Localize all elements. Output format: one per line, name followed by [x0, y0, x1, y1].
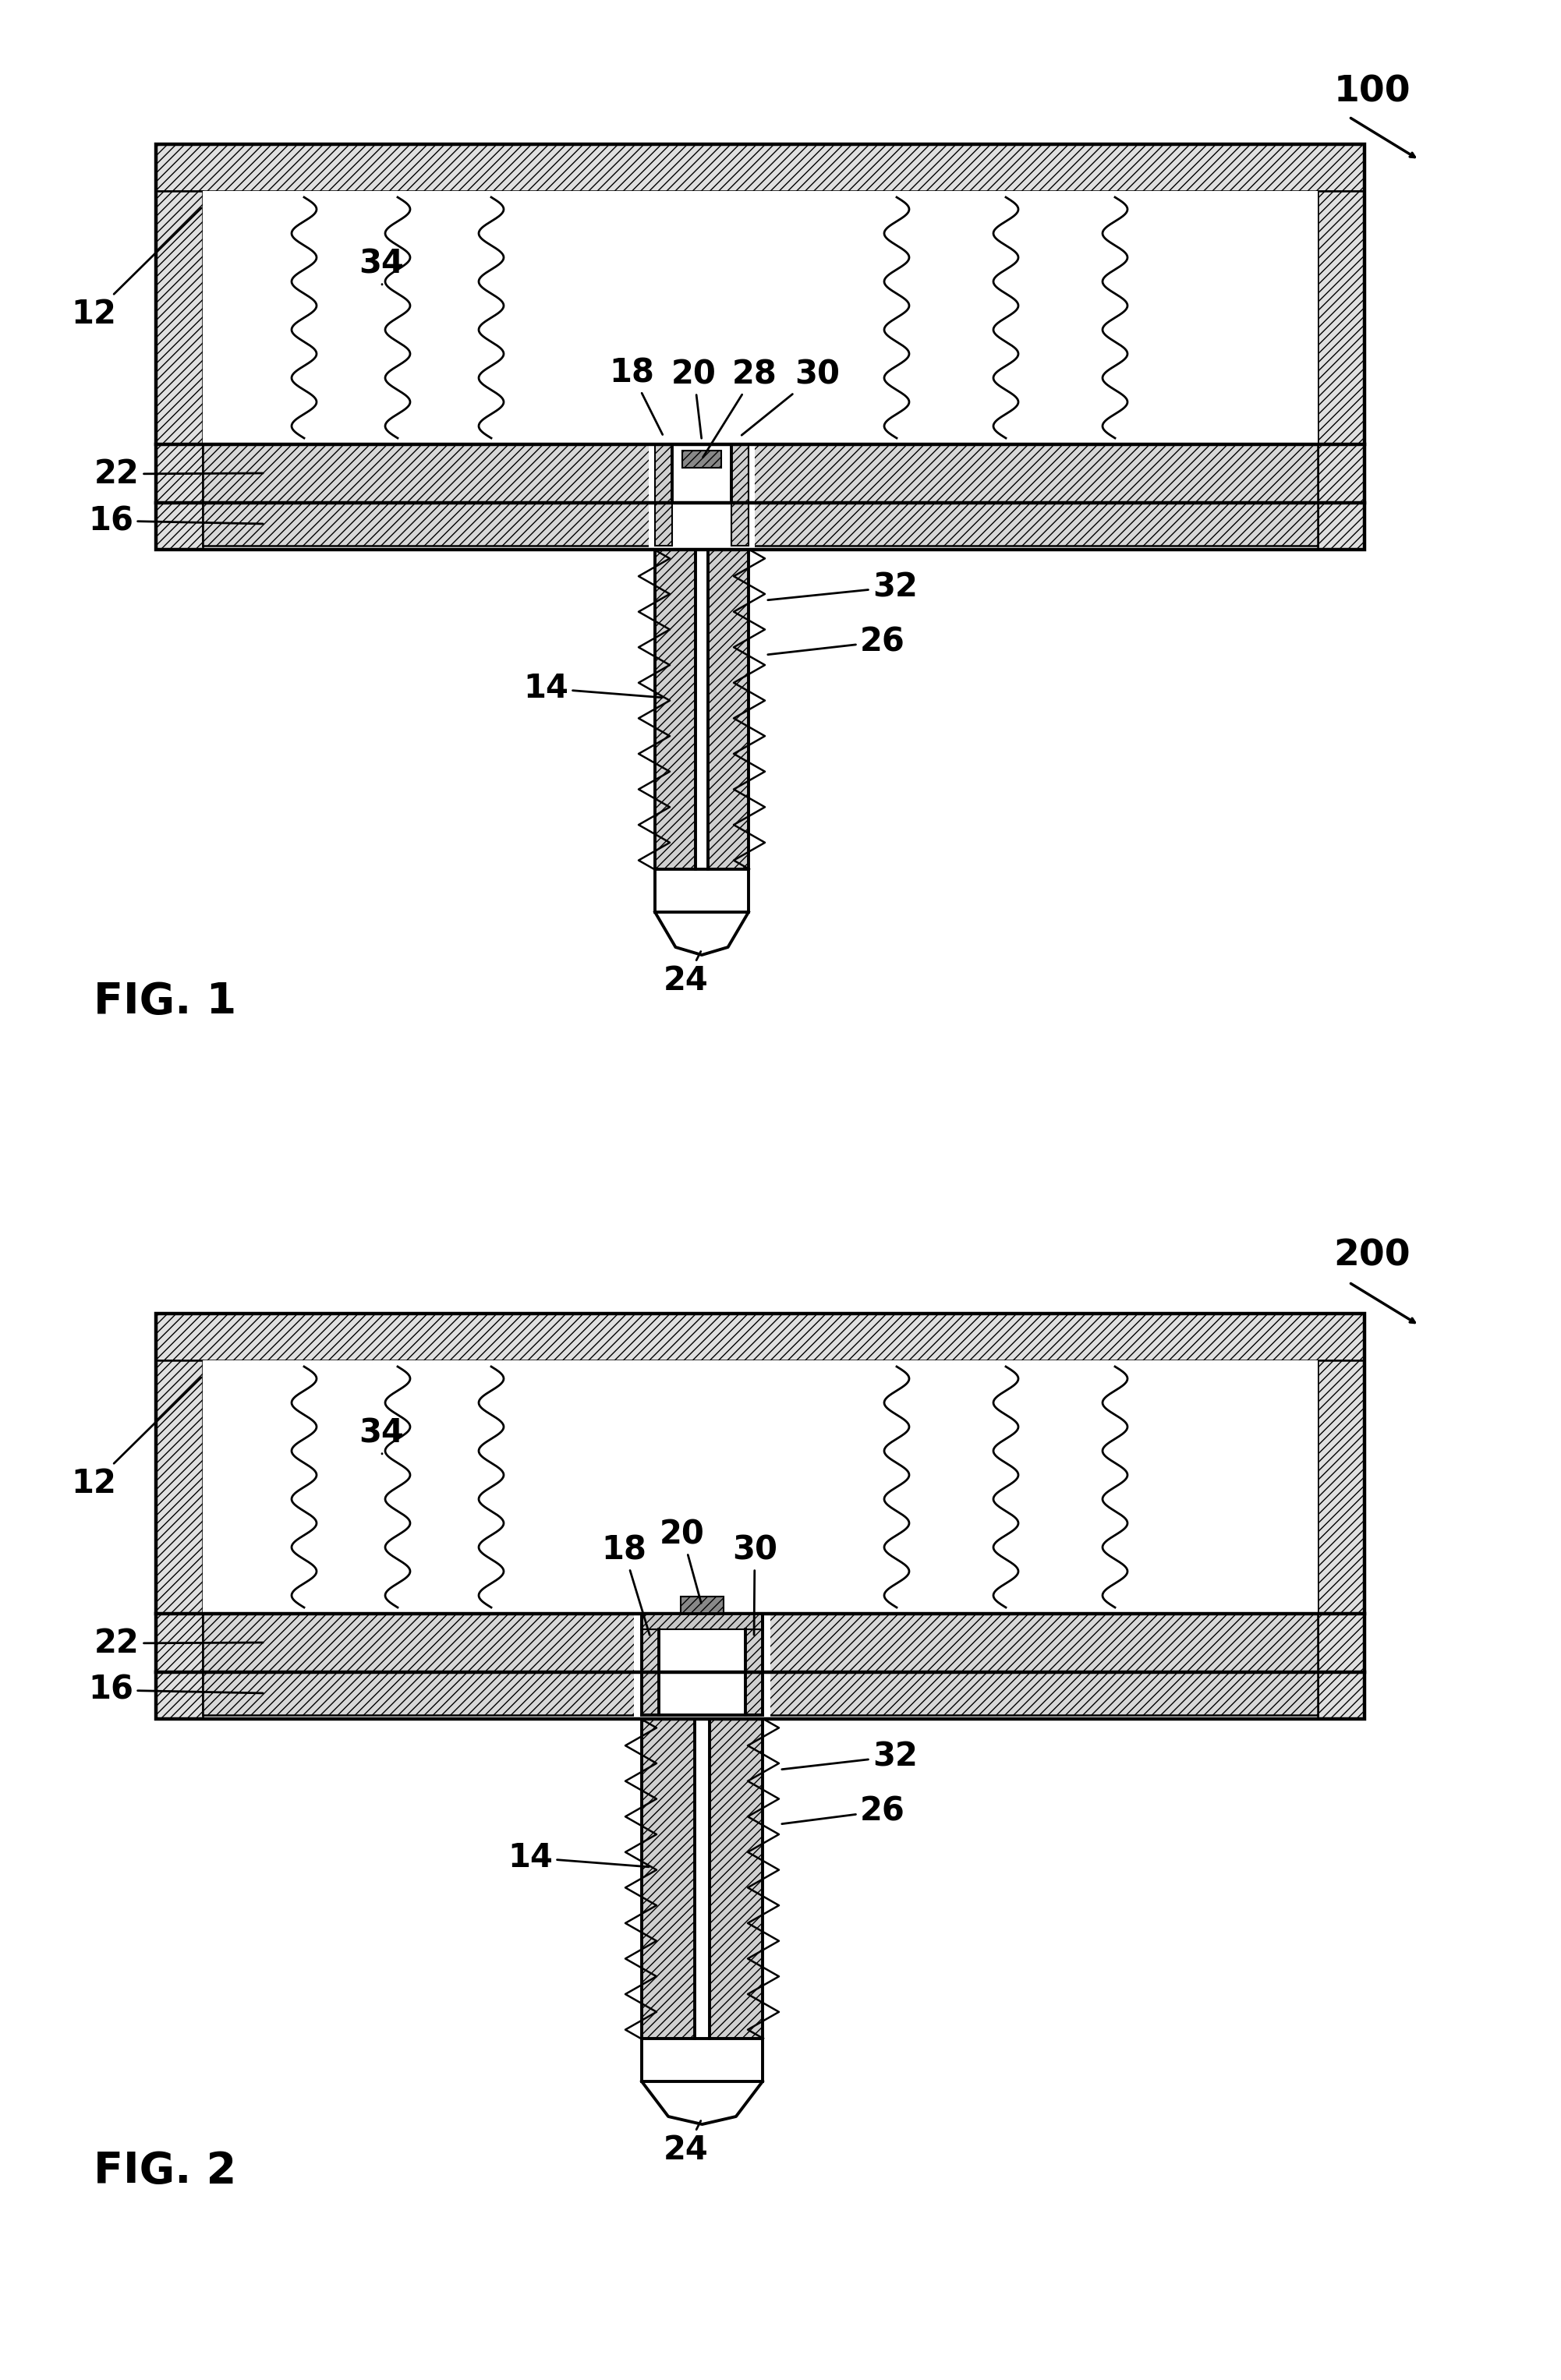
Bar [642, 1614, 763, 1630]
Bar [203, 1673, 1317, 1716]
Polygon shape [642, 2082, 763, 2125]
Bar [642, 2040, 763, 2082]
Text: FIG. 1: FIG. 1 [94, 981, 236, 1023]
Bar [673, 445, 732, 502]
Bar [156, 145, 1364, 190]
Bar [634, 1611, 771, 1716]
Bar [642, 1630, 659, 1716]
Text: 24: 24 [663, 2121, 709, 2166]
Bar [610, 1718, 793, 2092]
Text: 18: 18 [609, 357, 662, 436]
Text: FIG. 2: FIG. 2 [94, 2149, 236, 2192]
Bar [203, 1614, 1317, 1673]
Bar [642, 1718, 695, 2040]
Text: 34: 34 [359, 1416, 404, 1454]
Text: 30: 30 [732, 1533, 777, 1635]
Bar [732, 445, 749, 545]
Text: 26: 26 [768, 626, 905, 657]
Bar [656, 550, 709, 869]
Bar [682, 450, 721, 469]
Bar [746, 1630, 763, 1716]
Text: 16: 16 [87, 505, 262, 538]
Text: 18: 18 [601, 1533, 649, 1635]
Text: 22: 22 [95, 1628, 262, 1659]
Bar [156, 190, 203, 550]
Bar [156, 1314, 1364, 1718]
Bar [624, 550, 780, 923]
Text: 32: 32 [768, 571, 918, 605]
Text: 32: 32 [782, 1740, 918, 1773]
Bar [1317, 1361, 1364, 1718]
Bar [156, 1314, 1364, 1718]
Text: 14: 14 [523, 671, 662, 704]
Text: 20: 20 [660, 1518, 706, 1604]
Bar [203, 502, 1317, 545]
Text: 16: 16 [87, 1673, 262, 1706]
Text: 22: 22 [95, 457, 262, 490]
Bar [696, 550, 749, 869]
Bar [203, 190, 1317, 445]
Bar [1317, 190, 1364, 550]
Bar [156, 1314, 1364, 1361]
Bar [203, 1361, 1317, 1614]
Bar [681, 1597, 724, 1614]
Bar [156, 1361, 203, 1718]
Bar [203, 445, 1317, 502]
Text: 26: 26 [782, 1795, 905, 1828]
Bar [696, 550, 709, 931]
Text: 30: 30 [741, 357, 840, 436]
Text: 28: 28 [702, 357, 777, 457]
Polygon shape [656, 912, 749, 954]
Text: 200: 200 [1333, 1238, 1411, 1273]
Bar [659, 1630, 746, 1716]
Bar [156, 145, 1364, 550]
Text: 100: 100 [1333, 74, 1411, 109]
Bar [156, 145, 1364, 550]
Text: 12: 12 [70, 207, 201, 331]
Text: 12: 12 [70, 1378, 201, 1499]
Text: 20: 20 [671, 357, 716, 438]
Bar [649, 443, 756, 547]
Bar [656, 445, 673, 545]
Text: 24: 24 [663, 952, 709, 997]
Bar [695, 1718, 710, 2102]
Bar [710, 1718, 763, 2040]
Text: 34: 34 [359, 248, 404, 286]
Text: 14: 14 [507, 1842, 649, 1873]
Bar [656, 869, 749, 912]
